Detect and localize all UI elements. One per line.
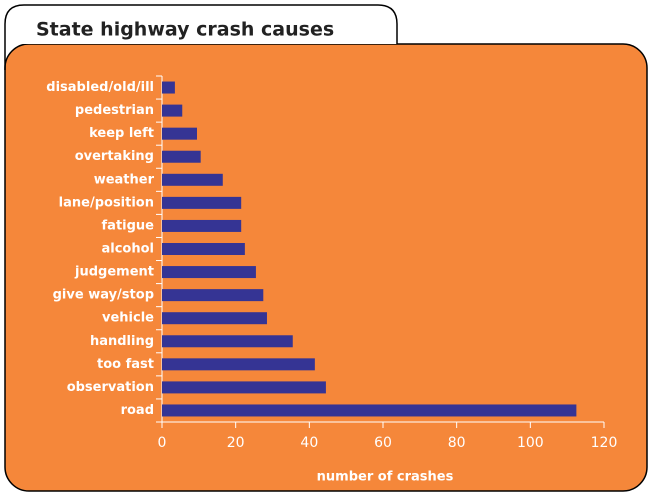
bar — [162, 219, 242, 232]
y-tick-label: overtaking — [75, 149, 154, 164]
bar — [162, 381, 326, 394]
chart-title: State highway crash causes — [36, 19, 334, 41]
y-tick-label: weather — [94, 172, 155, 187]
y-tick-label: alcohol — [101, 242, 154, 257]
x-axis-label: number of crashes — [317, 470, 454, 485]
bar — [162, 335, 293, 348]
y-tick-label: too fast — [97, 357, 154, 372]
y-tick-label: road — [121, 403, 154, 418]
x-tick-label: 0 — [158, 435, 167, 451]
y-tick-label: pedestrian — [75, 103, 154, 118]
bar — [162, 312, 267, 325]
bar — [162, 358, 315, 371]
y-tick-label: handling — [90, 334, 154, 349]
bar — [162, 150, 201, 163]
y-tick-label: judgement — [74, 265, 154, 280]
bar — [162, 104, 183, 117]
y-tick-label: observation — [67, 380, 154, 395]
y-tick-label: give way/stop — [53, 288, 154, 303]
y-tick-label: keep left — [89, 126, 154, 141]
x-tick-label: 20 — [227, 435, 245, 451]
y-tick-label: disabled/old/ill — [46, 80, 154, 95]
x-tick-label: 40 — [300, 435, 318, 451]
bar — [162, 127, 197, 140]
bar — [162, 173, 223, 186]
x-tick-label: 60 — [374, 435, 392, 451]
bar — [162, 404, 577, 417]
tab-border — [4, 4, 398, 70]
bar — [162, 266, 256, 279]
bar — [162, 289, 264, 302]
bar — [162, 243, 245, 255]
y-tick-label: vehicle — [102, 311, 154, 326]
x-tick-label: 100 — [517, 435, 544, 451]
y-tick-label: fatigue — [102, 218, 155, 233]
x-tick-label: 120 — [591, 435, 618, 451]
x-tick-label: 80 — [448, 435, 466, 451]
bar — [162, 196, 242, 209]
bar — [162, 81, 175, 94]
y-tick-label: lane/position — [59, 195, 154, 210]
tab-fill — [5, 5, 397, 70]
